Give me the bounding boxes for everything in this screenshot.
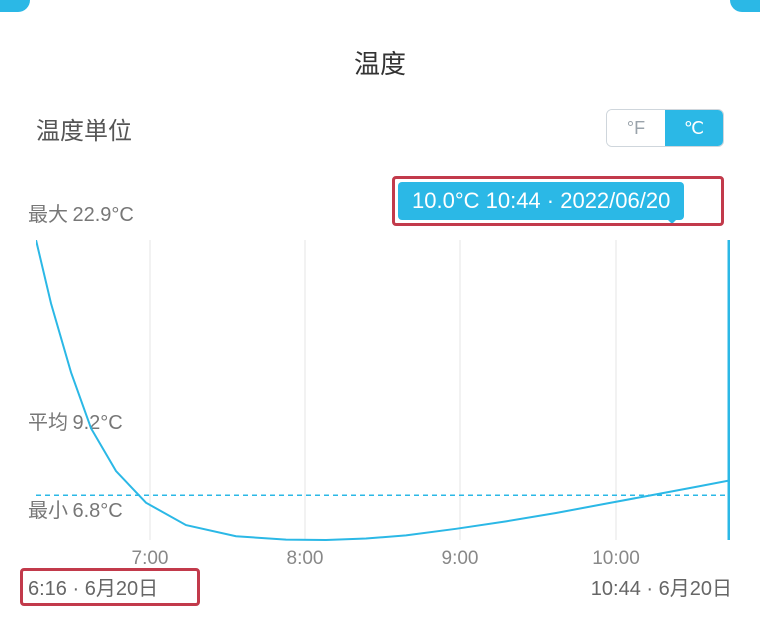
page-title: 温度: [0, 0, 760, 81]
svg-text:10:00: 10:00: [592, 548, 640, 569]
svg-text:7:00: 7:00: [132, 548, 169, 569]
range-end: 10:44 · 6月20日: [591, 572, 732, 601]
stat-max-label: 最大: [28, 204, 68, 226]
stat-max: 最大 22.9°C: [28, 198, 134, 227]
page: 温度 温度単位 °F ℃ 最大 22.9°C 平均 9.2°C 最小 6.8°C…: [0, 0, 760, 634]
unit-fahrenheit-button[interactable]: °F: [607, 110, 665, 146]
unit-row: 温度単位 °F ℃: [0, 81, 760, 147]
unit-toggle: °F ℃: [606, 109, 724, 147]
svg-text:8:00: 8:00: [287, 548, 324, 569]
stat-max-value: 22.9°C: [72, 204, 133, 226]
time-range-row: 6:16 · 6月20日 10:44 · 6月20日: [0, 572, 760, 601]
unit-label: 温度単位: [36, 111, 132, 146]
unit-celsius-button[interactable]: ℃: [665, 110, 723, 146]
svg-text:9:00: 9:00: [442, 548, 479, 569]
highlight-box-tooltip: [392, 176, 724, 226]
range-start: 6:16 · 6月20日: [28, 572, 158, 601]
temperature-chart[interactable]: 7:008:009:0010:00: [36, 240, 730, 540]
chart-svg: 7:00 8:00 9:00 10:00: [36, 240, 730, 570]
